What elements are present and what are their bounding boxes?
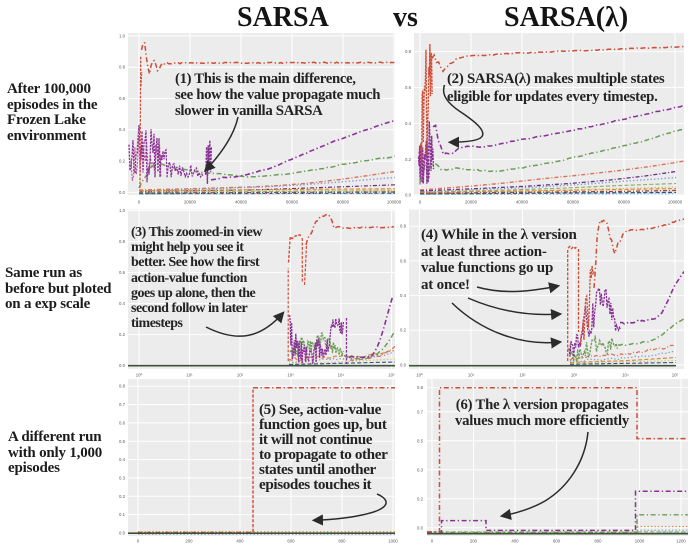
svg-text:600: 600	[553, 539, 561, 544]
svg-text:0.4: 0.4	[405, 121, 412, 126]
svg-text:0.6: 0.6	[400, 258, 407, 263]
svg-text:0.8: 0.8	[417, 385, 424, 390]
svg-text:10²: 10²	[237, 373, 244, 378]
svg-text:1.0: 1.0	[119, 33, 126, 38]
svg-text:0.6: 0.6	[405, 85, 412, 90]
svg-text:10¹: 10¹	[186, 373, 193, 378]
svg-text:0.3: 0.3	[119, 476, 126, 481]
svg-text:0.8: 0.8	[119, 384, 126, 389]
svg-text:0.0: 0.0	[405, 192, 412, 197]
svg-text:0.2: 0.2	[417, 496, 424, 501]
svg-text:10⁴: 10⁴	[338, 373, 345, 378]
svg-text:0.2: 0.2	[119, 494, 126, 499]
svg-text:1000: 1000	[388, 539, 398, 544]
svg-text:0.2: 0.2	[400, 328, 407, 333]
svg-text:0.7: 0.7	[417, 409, 424, 414]
svg-text:800: 800	[594, 539, 602, 544]
svg-text:0.8: 0.8	[405, 49, 412, 54]
svg-text:10²: 10²	[519, 373, 526, 378]
svg-text:10⁵: 10⁵	[672, 373, 679, 378]
svg-text:400: 400	[236, 539, 244, 544]
svg-text:0.8: 0.8	[119, 65, 126, 70]
svg-text:100000: 100000	[387, 200, 402, 205]
svg-text:60000: 60000	[567, 200, 580, 205]
svg-text:10⁵: 10⁵	[388, 373, 395, 378]
svg-text:20000: 20000	[184, 200, 197, 205]
svg-text:0: 0	[419, 200, 422, 205]
svg-text:1000: 1000	[635, 539, 645, 544]
svg-text:10⁰: 10⁰	[416, 373, 423, 378]
svg-text:0: 0	[431, 539, 434, 544]
svg-text:10³: 10³	[287, 373, 294, 378]
svg-text:0: 0	[138, 200, 141, 205]
svg-text:600: 600	[287, 539, 295, 544]
svg-text:10¹: 10¹	[468, 373, 475, 378]
svg-text:0.0: 0.0	[119, 363, 126, 368]
svg-text:0.0: 0.0	[119, 531, 126, 536]
svg-text:0.3: 0.3	[417, 467, 424, 472]
svg-text:40000: 40000	[235, 200, 248, 205]
svg-text:0.5: 0.5	[119, 439, 126, 444]
svg-text:0.5: 0.5	[417, 438, 424, 443]
svg-text:60000: 60000	[286, 200, 299, 205]
svg-text:0.6: 0.6	[119, 96, 126, 101]
svg-text:800: 800	[338, 539, 346, 544]
svg-text:0.4: 0.4	[400, 293, 407, 298]
svg-text:0.4: 0.4	[119, 457, 126, 462]
svg-text:200: 200	[470, 539, 478, 544]
svg-text:0.2: 0.2	[119, 332, 126, 337]
svg-text:200: 200	[185, 539, 193, 544]
svg-text:0.6: 0.6	[119, 420, 126, 425]
svg-text:10⁰: 10⁰	[136, 373, 143, 378]
svg-text:0.2: 0.2	[119, 159, 126, 164]
svg-text:80000: 80000	[618, 200, 631, 205]
svg-text:100000: 100000	[668, 200, 683, 205]
svg-text:20000: 20000	[465, 200, 478, 205]
svg-text:0.7: 0.7	[119, 402, 126, 407]
svg-text:0.0: 0.0	[119, 190, 126, 195]
svg-text:10⁴: 10⁴	[622, 373, 629, 378]
svg-text:1200: 1200	[676, 539, 686, 544]
svg-text:0.8: 0.8	[119, 239, 126, 244]
svg-text:0.4: 0.4	[119, 127, 126, 132]
svg-text:0.1: 0.1	[119, 512, 126, 517]
svg-text:10³: 10³	[571, 373, 578, 378]
svg-text:0.0: 0.0	[417, 525, 424, 530]
svg-text:0.0: 0.0	[400, 362, 407, 367]
svg-text:0.2: 0.2	[405, 157, 412, 162]
svg-text:0.8: 0.8	[400, 224, 407, 229]
svg-text:0: 0	[137, 539, 140, 544]
svg-text:40000: 40000	[516, 200, 529, 205]
svg-text:0.6: 0.6	[119, 270, 126, 275]
svg-text:80000: 80000	[337, 200, 350, 205]
svg-text:1.0: 1.0	[119, 208, 126, 213]
svg-text:0.4: 0.4	[119, 301, 126, 306]
svg-text:400: 400	[511, 539, 519, 544]
